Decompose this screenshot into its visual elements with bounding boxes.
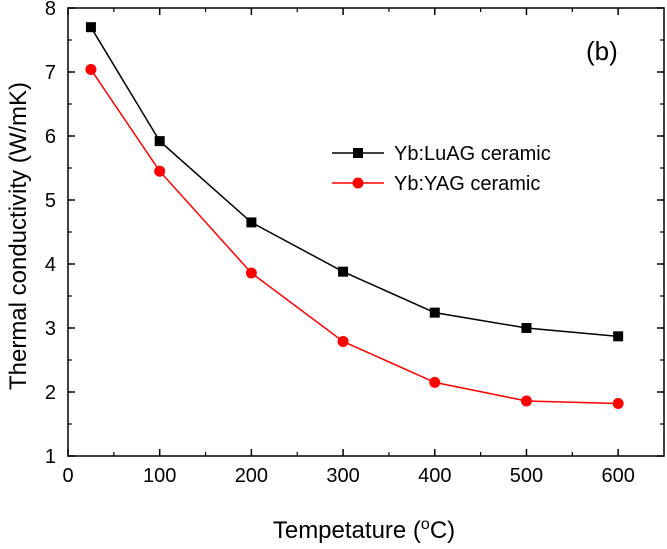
legend-label: Yb:YAG ceramic [394,173,540,195]
axes [67,7,665,457]
series-1 [85,22,624,342]
x-tick-label: 400 [418,465,451,487]
x-axis-title-suffix: C) [430,517,455,544]
x-tick-label: 0 [62,465,73,487]
x-tick-label: 300 [326,465,359,487]
legend-item: Yb:LuAG ceramic [332,143,551,165]
plot-frame [67,7,665,457]
data-point [85,63,97,75]
data-point [154,165,166,177]
data-point [154,136,165,147]
data-point [612,398,624,410]
x-axis-title: Tempetature (oC) [273,516,455,544]
x-tick-label: 200 [235,465,268,487]
y-tick-label: 2 [45,382,56,404]
data-point [246,217,257,228]
legend-marker [352,177,364,189]
y-tick-label: 5 [45,190,56,212]
series-layer [85,22,624,410]
legend: Yb:LuAG ceramic Yb:YAG ceramic [332,143,551,195]
y-tick-label: 4 [45,254,56,276]
legend-label: Yb:LuAG ceramic [394,143,551,165]
series-line [90,69,619,405]
x-tick-label: 100 [143,465,176,487]
data-point [521,323,532,333]
x-tick-label: 600 [601,465,634,487]
y-tick-label: 6 [45,126,56,148]
y-axis-title: Thermal conductivity (W/mK) [5,82,32,390]
x-axis-title-prefix: Tempetature ( [273,517,421,544]
data-point [85,22,96,33]
legend-item: Yb:YAG ceramic [332,173,540,195]
x-tick-label: 500 [510,465,543,487]
y-tick-label: 1 [45,446,56,468]
x-axis-title-superscript: o [421,516,430,533]
data-point [520,395,532,407]
data-point [429,307,440,318]
ticks: 0 100 200 300 400 500 600 1 2 3 4 5 6 7 8 [45,0,664,487]
panel-label: (b) [586,36,618,66]
data-point [429,376,441,388]
y-tick-label: 3 [45,318,56,340]
y-tick-label: 7 [45,62,56,84]
series-2 [85,63,624,410]
data-point [245,267,257,279]
data-point [613,331,624,342]
legend-marker [353,148,363,158]
data-point [338,266,349,277]
data-point [337,335,349,347]
y-tick-label: 8 [45,0,56,20]
